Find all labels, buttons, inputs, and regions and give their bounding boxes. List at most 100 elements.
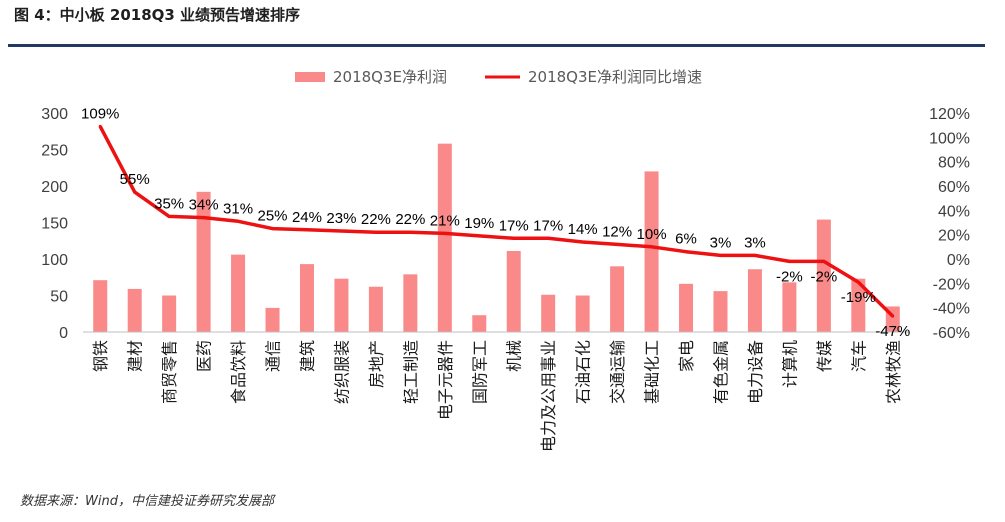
bar — [196, 191, 211, 332]
category-label: 家电 — [677, 340, 696, 372]
line-point — [581, 240, 585, 244]
growth-line — [98, 125, 895, 318]
bar — [575, 295, 590, 332]
data-label: 12% — [602, 223, 632, 240]
data-label: 35% — [154, 195, 184, 212]
category-label: 交通运输 — [608, 340, 627, 404]
line-point — [271, 227, 275, 231]
bar — [541, 294, 556, 332]
source-note: 数据来源：Wind，中信建投证券研究发展部 — [20, 494, 274, 509]
right-axis-tick-label: 0% — [947, 252, 970, 269]
data-label: 55% — [120, 171, 150, 188]
category-label: 食品饮料 — [229, 340, 248, 404]
line-point — [167, 214, 171, 218]
category-label: 商贸零售 — [160, 340, 179, 404]
data-label: 17% — [533, 217, 563, 234]
line-point — [615, 242, 619, 246]
category-label: 汽车 — [849, 340, 868, 372]
data-label: 34% — [189, 197, 219, 214]
bar — [679, 283, 694, 332]
left-axis-tick-label: 100 — [41, 252, 68, 269]
category-label: 纺织服装 — [332, 340, 351, 404]
legend-line-label: 2018Q3E净利润同比增速 — [528, 68, 702, 86]
line-point — [374, 230, 378, 234]
data-label: 24% — [292, 209, 322, 226]
line-point — [753, 253, 757, 257]
left-axis-tick-label: 200 — [41, 179, 68, 196]
data-label: 25% — [258, 208, 288, 225]
line-point — [546, 236, 550, 240]
bar — [368, 286, 383, 332]
category-label: 基础化工 — [643, 340, 662, 404]
line-series — [98, 124, 895, 318]
line-point — [98, 124, 102, 128]
line-point — [408, 230, 412, 234]
bar — [644, 171, 659, 332]
line-point — [305, 228, 309, 232]
right-axis-tick-label: 60% — [938, 179, 970, 196]
category-label: 钢铁 — [91, 340, 110, 372]
category-label: 农林牧渔 — [884, 340, 903, 404]
line-point — [477, 234, 481, 238]
bar-series — [93, 143, 900, 332]
data-label: 31% — [223, 200, 253, 217]
right-axis-tick-label: 80% — [938, 155, 970, 172]
left-axis-tick-label: 300 — [41, 106, 68, 123]
category-label: 电力设备 — [746, 340, 765, 404]
category-label: 房地产 — [367, 340, 386, 388]
left-axis-tick-label: 250 — [41, 143, 68, 160]
bar — [713, 291, 728, 332]
right-axis-tick-label: 120% — [929, 106, 970, 123]
data-label: 22% — [361, 211, 391, 228]
data-label: -47% — [875, 323, 910, 340]
category-label: 医药 — [195, 340, 214, 372]
left-axis: 0 50 100 150 200 250 300 — [41, 106, 68, 342]
bar — [851, 278, 866, 332]
line-point — [339, 229, 343, 233]
line-point — [512, 236, 516, 240]
figure-title: 图 4：中小板 2018Q3 业绩预告增速排序 — [14, 6, 301, 24]
category-label: 机械 — [505, 340, 524, 372]
data-label: 22% — [395, 211, 425, 228]
data-label: 19% — [464, 215, 494, 232]
category-label: 建材 — [126, 340, 145, 372]
data-label: 3% — [744, 234, 766, 251]
line-point — [891, 314, 895, 318]
right-axis-tick-label: -60% — [933, 325, 970, 342]
bar — [472, 315, 487, 332]
data-label: 10% — [637, 226, 667, 243]
bar — [162, 295, 177, 332]
category-label: 电子元器件 — [436, 340, 455, 420]
bar — [299, 264, 314, 332]
left-axis-tick-label: 50 — [50, 289, 68, 306]
data-label: 6% — [675, 231, 697, 248]
category-labels: 钢铁 建材 商贸零售 医药 食品饮料 通信 建筑 纺织服装 房地产 轻工制造 电子元器件 国防军工 机械… — [91, 340, 903, 452]
data-label: 3% — [710, 234, 732, 251]
data-labels: 109% 55%35% 34% 31% 25% 24% 23% 22% 22% 21% 19% 17%… — [81, 105, 910, 340]
bar — [93, 280, 108, 332]
category-label: 通信 — [264, 340, 283, 372]
bar — [403, 274, 418, 332]
line-point — [650, 245, 654, 249]
data-label: 109% — [81, 105, 119, 122]
bar — [747, 269, 762, 332]
legend-bar-label: 2018Q3E净利润 — [333, 68, 447, 86]
bar — [782, 282, 797, 332]
right-axis-tick-label: -20% — [933, 276, 970, 293]
line-point — [236, 219, 240, 223]
line-point — [443, 231, 447, 235]
line-point — [787, 259, 791, 263]
line-point — [822, 259, 826, 263]
bar — [437, 143, 452, 332]
line-point — [684, 250, 688, 254]
category-label: 国防军工 — [470, 340, 489, 404]
bar — [127, 288, 142, 332]
line-point — [133, 190, 137, 194]
category-label: 建筑 — [298, 340, 317, 372]
title-rule — [8, 44, 985, 47]
bar — [816, 219, 831, 332]
category-label: 电力及公用事业 — [539, 340, 558, 452]
data-label: -2% — [776, 268, 803, 285]
right-axis-tick-label: -40% — [933, 301, 970, 318]
